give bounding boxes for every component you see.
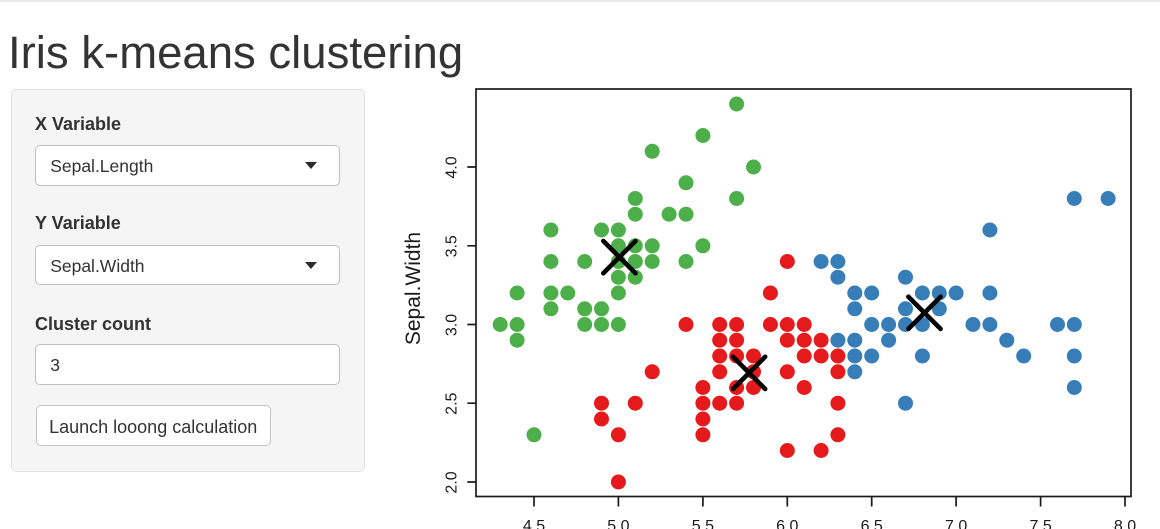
svg-text:4.5: 4.5 [523, 518, 545, 529]
svg-text:2.5: 2.5 [444, 392, 461, 414]
svg-text:8.0: 8.0 [1114, 518, 1136, 529]
svg-text:7.5: 7.5 [1029, 518, 1051, 529]
svg-text:Sepal.Width: Sepal.Width [402, 232, 425, 345]
svg-text:5.5: 5.5 [692, 518, 714, 529]
svg-text:3.0: 3.0 [444, 314, 461, 336]
svg-text:6.0: 6.0 [776, 518, 798, 529]
svg-text:7.0: 7.0 [945, 518, 967, 529]
svg-text:4.0: 4.0 [444, 156, 461, 178]
svg-text:3.5: 3.5 [444, 235, 461, 257]
svg-text:2.0: 2.0 [444, 471, 461, 493]
svg-text:5.0: 5.0 [607, 518, 629, 529]
svg-text:6.5: 6.5 [861, 518, 883, 529]
